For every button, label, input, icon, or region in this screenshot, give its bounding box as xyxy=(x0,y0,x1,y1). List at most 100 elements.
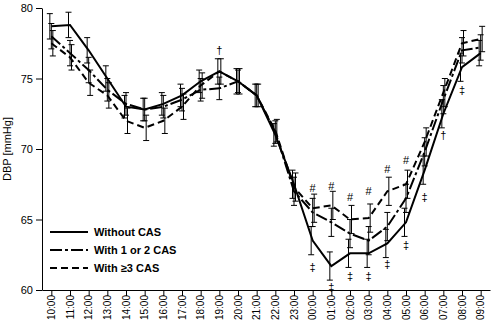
x-tick-label: 23:00 xyxy=(289,295,300,320)
error-bar xyxy=(84,38,90,63)
error-bar xyxy=(349,205,355,233)
error-bar-cap xyxy=(274,141,280,142)
series-line xyxy=(51,25,480,266)
x-tick: 21:00 xyxy=(251,290,262,320)
error-bar-stem xyxy=(482,26,483,51)
error-bar-stem xyxy=(107,79,108,102)
error-bar-stem xyxy=(295,173,296,201)
error-bar-cap xyxy=(308,254,314,255)
annotation: # xyxy=(328,180,335,192)
error-bar-cap xyxy=(420,184,426,185)
x-tick-label: 20:00 xyxy=(233,295,244,320)
x-tick-label: 07:00 xyxy=(438,295,449,320)
error-bar-stem xyxy=(199,70,200,93)
error-bar-cap xyxy=(181,94,187,95)
error-bar xyxy=(311,194,317,222)
error-bar-cap xyxy=(50,55,56,56)
y-tick-label: 60 xyxy=(21,284,33,296)
error-bar-stem xyxy=(311,227,312,255)
error-bar-stem xyxy=(52,31,53,56)
x-tick-label: 04:00 xyxy=(382,295,393,320)
x-tick: 19:00 xyxy=(214,290,225,320)
x-tick: 07:00 xyxy=(438,290,449,320)
error-bar xyxy=(479,26,485,51)
error-bar-cap xyxy=(47,13,53,14)
error-bar-cap xyxy=(383,229,389,230)
y-tick: 70 xyxy=(21,143,42,155)
error-bar-cap xyxy=(87,70,93,71)
error-bar-cap xyxy=(106,108,112,109)
error-bar-cap xyxy=(123,92,129,93)
error-bar-cap xyxy=(327,251,333,252)
error-bar-cap xyxy=(162,108,168,109)
error-bar-cap xyxy=(218,58,224,59)
error-bar-stem xyxy=(314,194,315,222)
error-bar xyxy=(255,84,261,107)
error-bar xyxy=(364,239,370,267)
error-bar xyxy=(66,12,72,37)
error-bar xyxy=(196,70,202,93)
y-tick: 75 xyxy=(21,73,42,85)
x-tick-label: 19:00 xyxy=(214,295,225,320)
error-bar-cap xyxy=(386,177,392,178)
x-tick: 06:00 xyxy=(419,290,430,320)
error-bar-cap xyxy=(459,37,465,38)
error-bar-stem xyxy=(87,38,88,63)
legend-label: With ≥3 CAS xyxy=(94,262,159,274)
error-bar xyxy=(218,59,224,84)
x-tick: 00:00 xyxy=(307,290,318,320)
chart: 606570758010:0011:0012:0013:0014:0015:00… xyxy=(0,0,500,332)
legend-entry: With 1 or 2 CAS xyxy=(50,244,176,256)
error-bar-stem xyxy=(164,108,165,133)
error-bar-cap xyxy=(237,68,243,69)
error-bar xyxy=(293,173,299,201)
error-bar-cap xyxy=(349,205,355,206)
error-bar-cap xyxy=(328,236,334,237)
x-tick-label: 22:00 xyxy=(270,295,281,320)
error-bar-cap xyxy=(461,30,467,31)
legend-swatch xyxy=(50,267,88,269)
error-bar-stem xyxy=(367,239,368,267)
x-tick: 09:00 xyxy=(475,290,486,320)
error-bar-cap xyxy=(364,267,370,268)
error-bar-cap xyxy=(290,198,296,199)
error-bar-cap xyxy=(274,119,280,120)
error-bar-stem xyxy=(331,208,332,236)
error-bar-stem xyxy=(161,93,162,116)
error-bar-cap xyxy=(162,133,168,134)
error-bar-cap xyxy=(125,108,131,109)
error-bar-cap xyxy=(143,115,149,116)
error-bar-cap xyxy=(66,37,72,38)
error-bar-cap xyxy=(216,99,222,100)
error-bar-stem xyxy=(258,84,259,107)
x-tick: 05:00 xyxy=(401,290,412,320)
error-bar xyxy=(330,191,336,219)
error-bar-cap xyxy=(310,198,316,199)
error-bar-cap xyxy=(67,65,73,66)
error-bar-cap xyxy=(106,82,112,83)
error-bar xyxy=(162,108,168,133)
x-tick: 10:00 xyxy=(46,290,57,320)
x-tick-label: 16:00 xyxy=(158,295,169,320)
y-tick: 80 xyxy=(21,2,42,14)
error-bar-cap xyxy=(271,146,277,147)
x-axis: 10:0011:0012:0013:0014:0015:0016:0017:00… xyxy=(43,290,491,320)
error-bar-cap xyxy=(459,62,465,63)
error-bar-cap xyxy=(442,106,448,107)
error-bar-cap xyxy=(290,170,296,171)
x-tick: 13:00 xyxy=(102,290,113,320)
x-tick-label: 12:00 xyxy=(83,295,94,320)
error-bar-stem xyxy=(108,83,109,108)
error-bar-cap xyxy=(255,106,261,107)
error-bar-cap xyxy=(402,236,408,237)
error-bar-cap xyxy=(67,40,73,41)
legend-swatch xyxy=(50,231,88,233)
legend-entry: With ≥3 CAS xyxy=(50,262,159,274)
error-bar-cap xyxy=(218,84,224,85)
error-bar xyxy=(458,53,464,81)
error-bar-cap xyxy=(366,254,372,255)
error-bar-stem xyxy=(183,94,184,119)
error-bar-cap xyxy=(159,115,165,116)
x-tick-label: 18:00 xyxy=(195,295,206,320)
annotation: ‡ xyxy=(384,258,390,270)
